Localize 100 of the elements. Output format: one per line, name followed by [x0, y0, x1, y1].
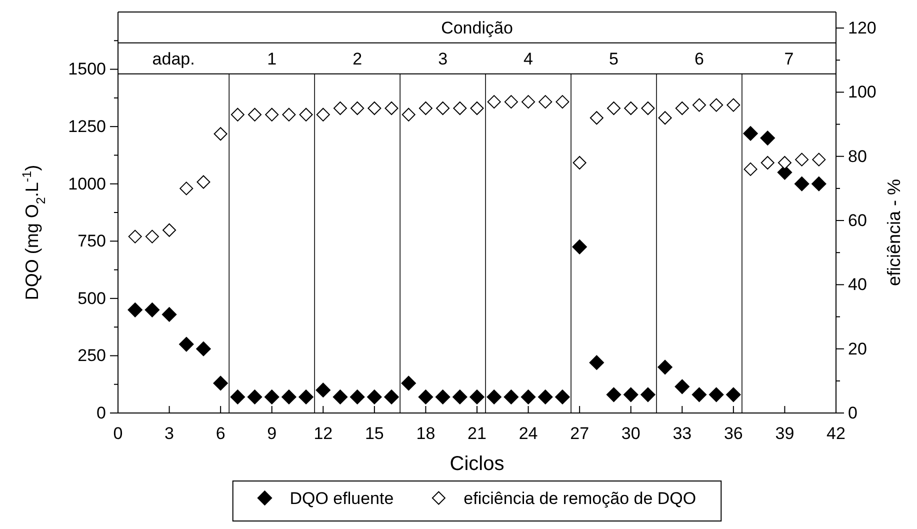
- annotation: 4: [524, 49, 534, 68]
- point: [384, 101, 398, 115]
- point: [247, 390, 262, 404]
- point: [196, 175, 210, 189]
- point: [402, 108, 416, 122]
- y2-tick-label: 0: [848, 403, 858, 422]
- annotation: 1: [267, 49, 277, 68]
- point: [743, 126, 758, 141]
- y2-tick-label: 60: [848, 210, 867, 230]
- x-tick-label: 15: [364, 424, 384, 444]
- x-tick-label: 18: [416, 424, 436, 444]
- y-tick-label: 750: [78, 232, 106, 251]
- point: [213, 376, 228, 391]
- x-tick-label: 30: [621, 424, 640, 444]
- x-tick-label: 24: [518, 424, 538, 444]
- y2-tick-label: 120: [848, 18, 876, 38]
- x-tick-label: 39: [775, 424, 794, 444]
- point: [538, 390, 553, 404]
- point: [710, 98, 724, 112]
- point: [522, 95, 536, 109]
- point: [520, 390, 536, 404]
- point: [504, 95, 518, 109]
- x-tick-label: 6: [216, 424, 226, 444]
- y-tick-label: 500: [78, 288, 106, 308]
- annotation: 7: [784, 49, 794, 68]
- point: [299, 108, 313, 122]
- point: [658, 360, 672, 375]
- point: [744, 162, 758, 176]
- point: [162, 307, 177, 322]
- point: [401, 376, 416, 391]
- point: [453, 101, 467, 115]
- point: [623, 387, 638, 402]
- point: [572, 156, 586, 170]
- point: [795, 152, 809, 166]
- y-tick-label: 0: [96, 403, 106, 422]
- point: [556, 95, 570, 109]
- annotation: Condição: [441, 18, 513, 38]
- point: [555, 390, 570, 404]
- point: [179, 336, 194, 352]
- point: [298, 390, 314, 404]
- point: [230, 390, 246, 404]
- point: [538, 95, 552, 109]
- point: [589, 355, 604, 370]
- point: [572, 240, 587, 254]
- point: [144, 302, 160, 318]
- y-tick-label: 1500: [68, 60, 106, 79]
- point: [350, 390, 365, 404]
- point: [624, 101, 638, 115]
- point: [486, 390, 502, 404]
- point: [708, 387, 724, 402]
- x-tick-label: 36: [724, 424, 743, 444]
- y-tick-label: 250: [78, 346, 106, 366]
- point: [368, 101, 382, 115]
- annotation: 2: [352, 49, 362, 68]
- y2-tick-label: 40: [848, 275, 867, 294]
- legend-label: DQO efluente: [290, 489, 394, 508]
- point: [641, 101, 655, 115]
- x-tick-label: 21: [468, 424, 486, 444]
- point: [760, 130, 775, 146]
- point: [196, 341, 211, 356]
- point: [230, 108, 244, 122]
- annotation: 3: [438, 49, 448, 68]
- point: [264, 390, 280, 404]
- point: [674, 379, 690, 394]
- x-tick-label: 9: [267, 424, 277, 444]
- point: [316, 382, 331, 398]
- point: [606, 387, 622, 402]
- point: [265, 108, 279, 122]
- point: [692, 98, 706, 112]
- point: [333, 101, 347, 115]
- point: [282, 390, 296, 404]
- point: [435, 390, 450, 404]
- point: [128, 302, 142, 318]
- point: [794, 176, 810, 192]
- point: [436, 101, 450, 115]
- annotation: 6: [694, 49, 704, 68]
- point: [350, 101, 364, 115]
- x-tick-label: 0: [113, 424, 123, 444]
- y2-tick-label: 80: [848, 146, 867, 166]
- point: [778, 156, 792, 170]
- point: [248, 108, 262, 122]
- x-tick-label: 27: [570, 424, 590, 444]
- point: [658, 111, 672, 125]
- x-tick-label: 42: [826, 424, 846, 444]
- point: [180, 182, 194, 196]
- point: [726, 387, 741, 402]
- point: [128, 230, 142, 244]
- point: [692, 387, 707, 402]
- x-axis-title: Ciclos: [450, 453, 504, 475]
- point: [607, 101, 621, 115]
- legend-label: eficiência de remoção de DQO: [464, 489, 696, 508]
- x-tick-label: 3: [164, 424, 174, 444]
- point: [812, 152, 826, 166]
- point: [470, 390, 484, 404]
- y-tick-label: 1250: [68, 117, 106, 136]
- point: [367, 390, 382, 404]
- point: [332, 390, 348, 404]
- point: [812, 176, 826, 192]
- point: [470, 101, 484, 115]
- point: [418, 390, 434, 404]
